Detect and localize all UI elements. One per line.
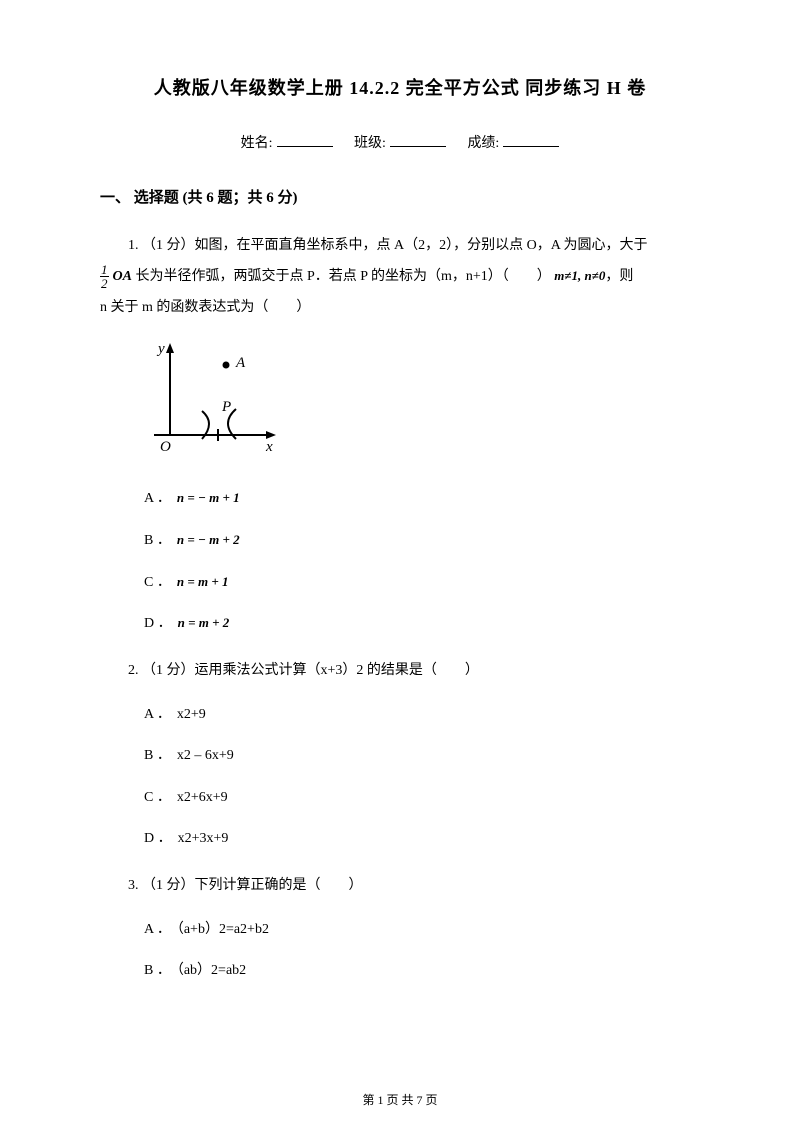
q3-text: 3. （1 分）下列计算正确的是（ ） [100,871,700,902]
q1-opt-d-text: n = m + 2 [178,615,230,630]
q2-opt-c-text: x2+6x+9 [177,790,228,805]
q1-figure: O y x A P [144,339,294,469]
opt-letter: A ． [144,707,171,722]
coord-diagram: O y x A P [144,339,294,469]
q1-line2: 12OA 长为半径作弧，两弧交于点 P．若点 P 的坐标为（m，n+1）（ ） … [100,262,700,293]
q1-option-a: A ． n = − m + 1 [144,489,700,509]
opt-letter: A ． [144,922,171,937]
q1-cond: m≠1, n≠0 [554,268,605,283]
doc-title: 人教版八年级数学上册 14.2.2 完全平方公式 同步练习 H 卷 [100,74,700,100]
q2-option-b: B ． x2 – 6x+9 [144,746,700,766]
q2-option-a: A ． x2+9 [144,705,700,725]
class-blank [390,133,446,147]
score-label: 成绩: [467,136,499,151]
opt-letter: D ． [144,831,172,846]
opt-letter: C ． [144,575,171,590]
score-blank [503,133,559,147]
q1-option-c: C ． n = m + 1 [144,573,700,593]
q1-part3: ，则 [605,269,633,284]
fraction-half: 12 [100,263,109,290]
opt-letter: B ． [144,533,171,548]
y-label: y [156,341,165,357]
q1-num: 1. [128,238,142,253]
blanks-row: 姓名: 班级: 成绩: [100,132,700,152]
x-label: x [265,439,273,455]
oa-label: OA [113,269,132,284]
q3-opt-b-text: （ab）2=ab2 [177,963,246,978]
opt-letter: A ． [144,491,171,506]
q2-opt-d-text: x2+3x+9 [178,831,229,846]
q2-option-c: C ． x2+6x+9 [144,788,700,808]
q2-option-d: D ． x2+3x+9 [144,829,700,849]
question-1: 1. （1 分）如图，在平面直角坐标系中，点 A（2，2），分别以点 O，A 为… [100,231,700,634]
p-label: P [221,399,231,415]
q2-opt-a-text: x2+9 [177,707,206,722]
q1-option-d: D ． n = m + 2 [144,614,700,634]
opt-letter: B ． [144,963,171,978]
q1-part2: 长为半径作弧，两弧交于点 P．若点 P 的坐标为（m，n+1）（ ） [132,269,551,284]
q1-option-b: B ． n = − m + 2 [144,531,700,551]
page-footer: 第 1 页 共 7 页 [0,1091,800,1108]
question-2: 2. （1 分）运用乘法公式计算（x+3）2 的结果是（ ） A ． x2+9 B… [100,656,700,849]
q1-opt-a-text: n = − m + 1 [177,490,240,505]
q2-opt-b-text: x2 – 6x+9 [177,748,234,763]
frac-den: 2 [100,277,109,290]
name-label: 姓名: [241,136,273,151]
opt-letter: D ． [144,616,172,631]
q3-option-b: B ． （ab）2=ab2 [144,961,700,981]
opt-letter: C ． [144,790,171,805]
q1-part1: 如图，在平面直角坐标系中，点 A（2，2），分别以点 O，A 为圆心，大于 [195,238,648,253]
section-header: 一、 选择题 (共 6 题；共 6 分) [100,186,700,207]
class-label: 班级: [354,136,386,151]
q1-points: （1 分） [142,238,195,253]
a-label: A [235,355,246,371]
name-blank [277,133,333,147]
q1-line3: n 关于 m 的函数表达式为（ ） [100,293,700,324]
q3-opt-a-text: （a+b）2=a2+b2 [177,922,269,937]
question-3: 3. （1 分）下列计算正确的是（ ） A ． （a+b）2=a2+b2 B ． （… [100,871,700,981]
q3-option-a: A ． （a+b）2=a2+b2 [144,920,700,940]
q1-opt-c-text: n = m + 1 [177,574,229,589]
q1-line1: 1. （1 分）如图，在平面直角坐标系中，点 A（2，2），分别以点 O，A 为… [100,231,700,262]
o-label: O [160,439,171,455]
q1-opt-b-text: n = − m + 2 [177,532,240,547]
opt-letter: B ． [144,748,171,763]
frac-num: 1 [100,263,109,277]
q2-text: 2. （1 分）运用乘法公式计算（x+3）2 的结果是（ ） [100,656,700,687]
